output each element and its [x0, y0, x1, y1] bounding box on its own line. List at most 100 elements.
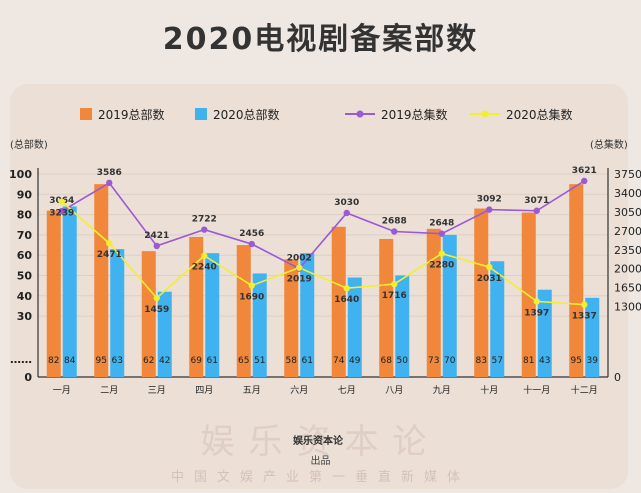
bar: [141, 251, 156, 377]
point-value-label: 1690: [239, 293, 264, 303]
bar: [284, 259, 299, 377]
left-tick-label: 50: [17, 270, 33, 283]
right-tick-label: 3050: [614, 206, 641, 219]
bar-value-label: 95: [96, 356, 107, 366]
series-point: [58, 207, 65, 215]
right-tick-label: 1650: [614, 282, 641, 295]
category-label: 十月: [480, 384, 498, 396]
point-value-label: 1397: [524, 308, 549, 318]
category-label: 十一月: [523, 384, 550, 396]
category-label: 四月: [195, 385, 213, 396]
point-value-label: 3586: [97, 168, 122, 178]
series-point: [486, 263, 493, 271]
point-value-label: 2019: [287, 275, 312, 285]
bar: [347, 277, 362, 377]
bar-value-label: 65: [238, 356, 249, 366]
bar: [569, 184, 584, 377]
point-value-label: 2456: [239, 229, 264, 239]
point-value-label: 1640: [334, 295, 359, 305]
credit-text: 出品: [310, 456, 331, 467]
point-value-label: 2240: [192, 263, 217, 273]
point-value-label: 2031: [477, 274, 502, 284]
series-point: [153, 294, 160, 302]
bar-value-label: 58: [286, 356, 298, 366]
bar-value-label: 84: [64, 356, 76, 366]
bar-value-label: 95: [571, 356, 582, 366]
bar-value-label: 73: [428, 356, 439, 366]
point-value-label: 2421: [144, 231, 169, 241]
bar: [62, 206, 77, 377]
bar-value-label: 51: [254, 356, 265, 366]
bar-value-label: 57: [492, 356, 503, 366]
point-value-label: 3030: [334, 198, 359, 208]
bar: [205, 253, 220, 377]
legend-swatch-2019-bars: [80, 108, 92, 120]
bar: [474, 208, 489, 377]
left-tick-label: 70: [17, 229, 33, 242]
series-point: [201, 226, 208, 233]
left-tick-label: 100: [9, 168, 32, 181]
point-value-label: 2471: [97, 250, 122, 260]
legend-marker-2020: [481, 110, 489, 118]
bar-value-label: 49: [349, 356, 361, 366]
right-tick-label: 0: [614, 371, 621, 384]
series-point: [58, 198, 65, 205]
category-label: 二月: [100, 385, 118, 396]
bar-value-label: 70: [444, 356, 456, 366]
left-tick-label: ……: [10, 353, 32, 366]
bar-value-label: 50: [397, 356, 409, 366]
bar: [300, 253, 315, 377]
series-point: [533, 207, 540, 214]
point-value-label: 1459: [144, 305, 169, 315]
legend-label: 2019总部数: [98, 107, 165, 122]
category-label: 八月: [385, 385, 403, 396]
series-point: [153, 242, 160, 250]
bar: [395, 275, 410, 377]
point-value-label: 3621: [572, 166, 597, 176]
left-tick-label: 40: [17, 290, 33, 303]
bar-value-label: 39: [587, 356, 599, 366]
brand-name: 娱乐资本论: [293, 436, 343, 447]
point-value-label: 2722: [192, 215, 217, 225]
left-tick-label: 30: [17, 310, 33, 323]
bar: [157, 291, 172, 377]
series-line: [61, 180, 585, 270]
legend-swatch-2020-bars: [195, 108, 207, 120]
right-tick-label: 2700: [614, 225, 641, 238]
point-value-label: 3092: [477, 195, 502, 205]
page-title: 2020电视剧备案部数: [162, 22, 479, 57]
series-point: [201, 252, 208, 259]
left-tick-label: 80: [17, 209, 33, 222]
category-label: 六月: [290, 384, 308, 396]
point-value-label: 1337: [572, 312, 597, 322]
bar-value-label: 81: [523, 356, 534, 366]
category-label: 五月: [243, 385, 261, 396]
left-tick-label: 60: [17, 249, 33, 262]
category-label: 十二月: [571, 384, 598, 396]
series-point: [438, 250, 445, 257]
bar: [537, 289, 552, 377]
right-tick-label: 2000: [614, 263, 641, 276]
right-tick-label: 1300: [614, 301, 641, 314]
watermark-text: 娱乐资本论: [200, 422, 441, 462]
bar-value-label: 68: [381, 356, 393, 366]
legend-label: 2019总集数: [381, 107, 448, 122]
series-point: [343, 209, 350, 217]
right-axis-title: (总集数): [590, 138, 628, 151]
legend-marker-2019: [356, 110, 364, 118]
series-point: [248, 282, 255, 289]
series-point: [581, 177, 588, 185]
left-tick-label: 90: [17, 188, 33, 201]
bar: [379, 238, 394, 377]
point-value-label: 3239: [49, 209, 74, 219]
bar: [46, 210, 61, 377]
category-label: 九月: [433, 385, 451, 396]
point-value-label: 2688: [382, 216, 407, 226]
slogan-text: 中国文娱产业第一垂直新媒体: [170, 470, 470, 485]
bar-value-label: 74: [333, 356, 345, 366]
bar-value-label: 42: [159, 356, 170, 366]
right-tick-label: 2350: [614, 244, 641, 257]
series-point: [533, 298, 540, 305]
category-label: 七月: [338, 385, 356, 396]
